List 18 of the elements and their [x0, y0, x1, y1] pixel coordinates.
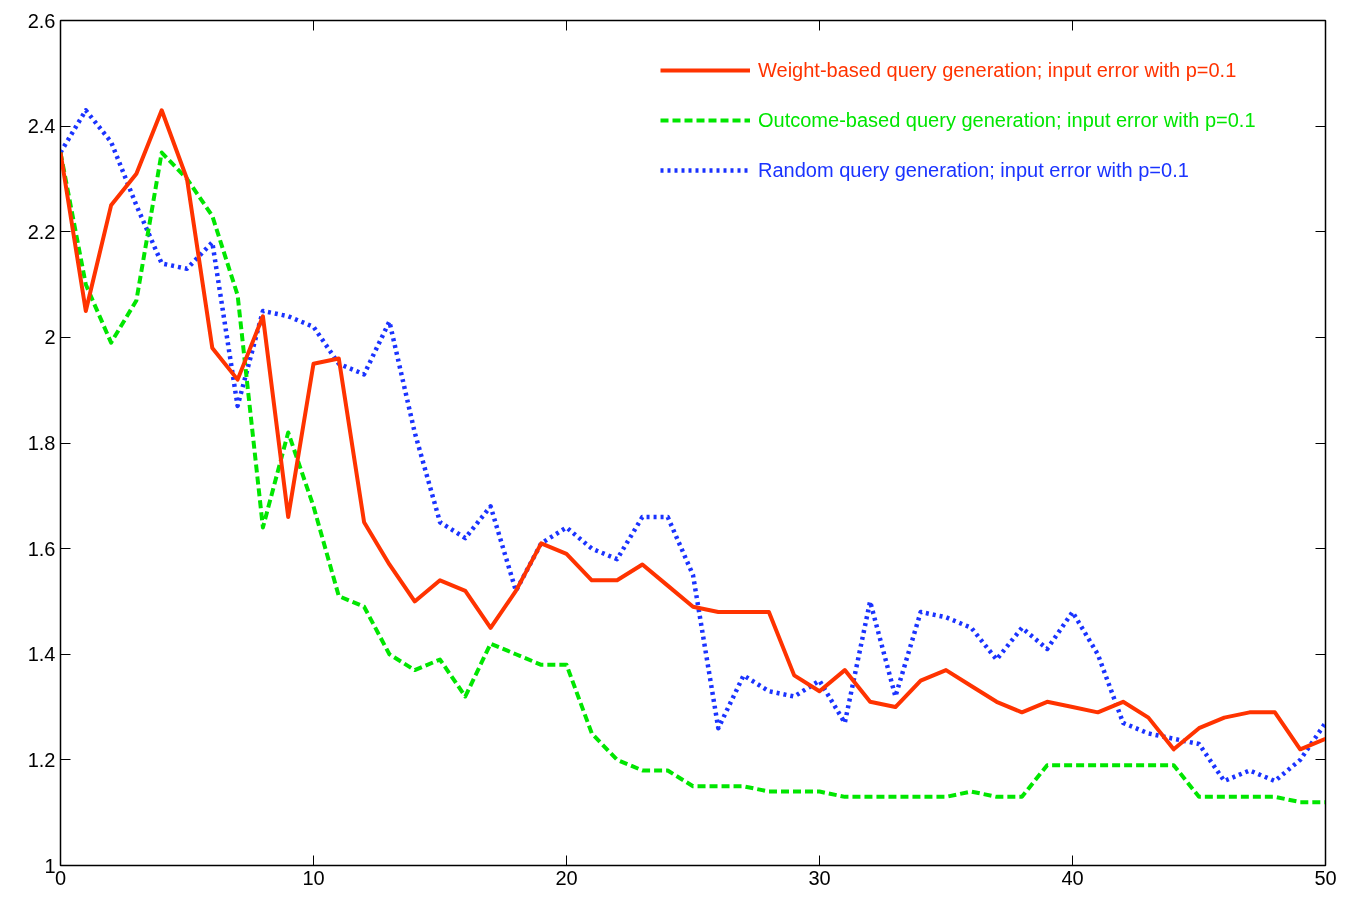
x-tick-label: 50 [1314, 866, 1337, 889]
x-tick-label: 20 [555, 866, 578, 889]
y-tick-label: 1 [44, 854, 56, 877]
y-tick-label: 1.6 [27, 537, 56, 560]
legend-label: Outcome-based query generation; input error with p=0.1 [758, 107, 1256, 133]
x-tick-label: 30 [808, 866, 831, 889]
y-tick-label: 2.6 [27, 9, 56, 32]
x-tick-label: 40 [1061, 866, 1084, 889]
legend-label: Weight-based query generation; input error with p=0.1 [758, 57, 1237, 83]
legend-label: Random query generation; input error with p=0.1 [758, 157, 1189, 183]
y-tick-label: 2.2 [27, 220, 56, 243]
x-tick-label: 10 [302, 866, 325, 889]
y-tick-label: 1.2 [27, 748, 56, 771]
x-tick-label: 0 [54, 866, 67, 889]
y-tick-label: 2 [44, 326, 56, 349]
y-tick-label: 1.4 [27, 643, 56, 666]
y-tick-label: 1.8 [27, 432, 56, 454]
y-tick-label: 2.4 [27, 115, 56, 138]
